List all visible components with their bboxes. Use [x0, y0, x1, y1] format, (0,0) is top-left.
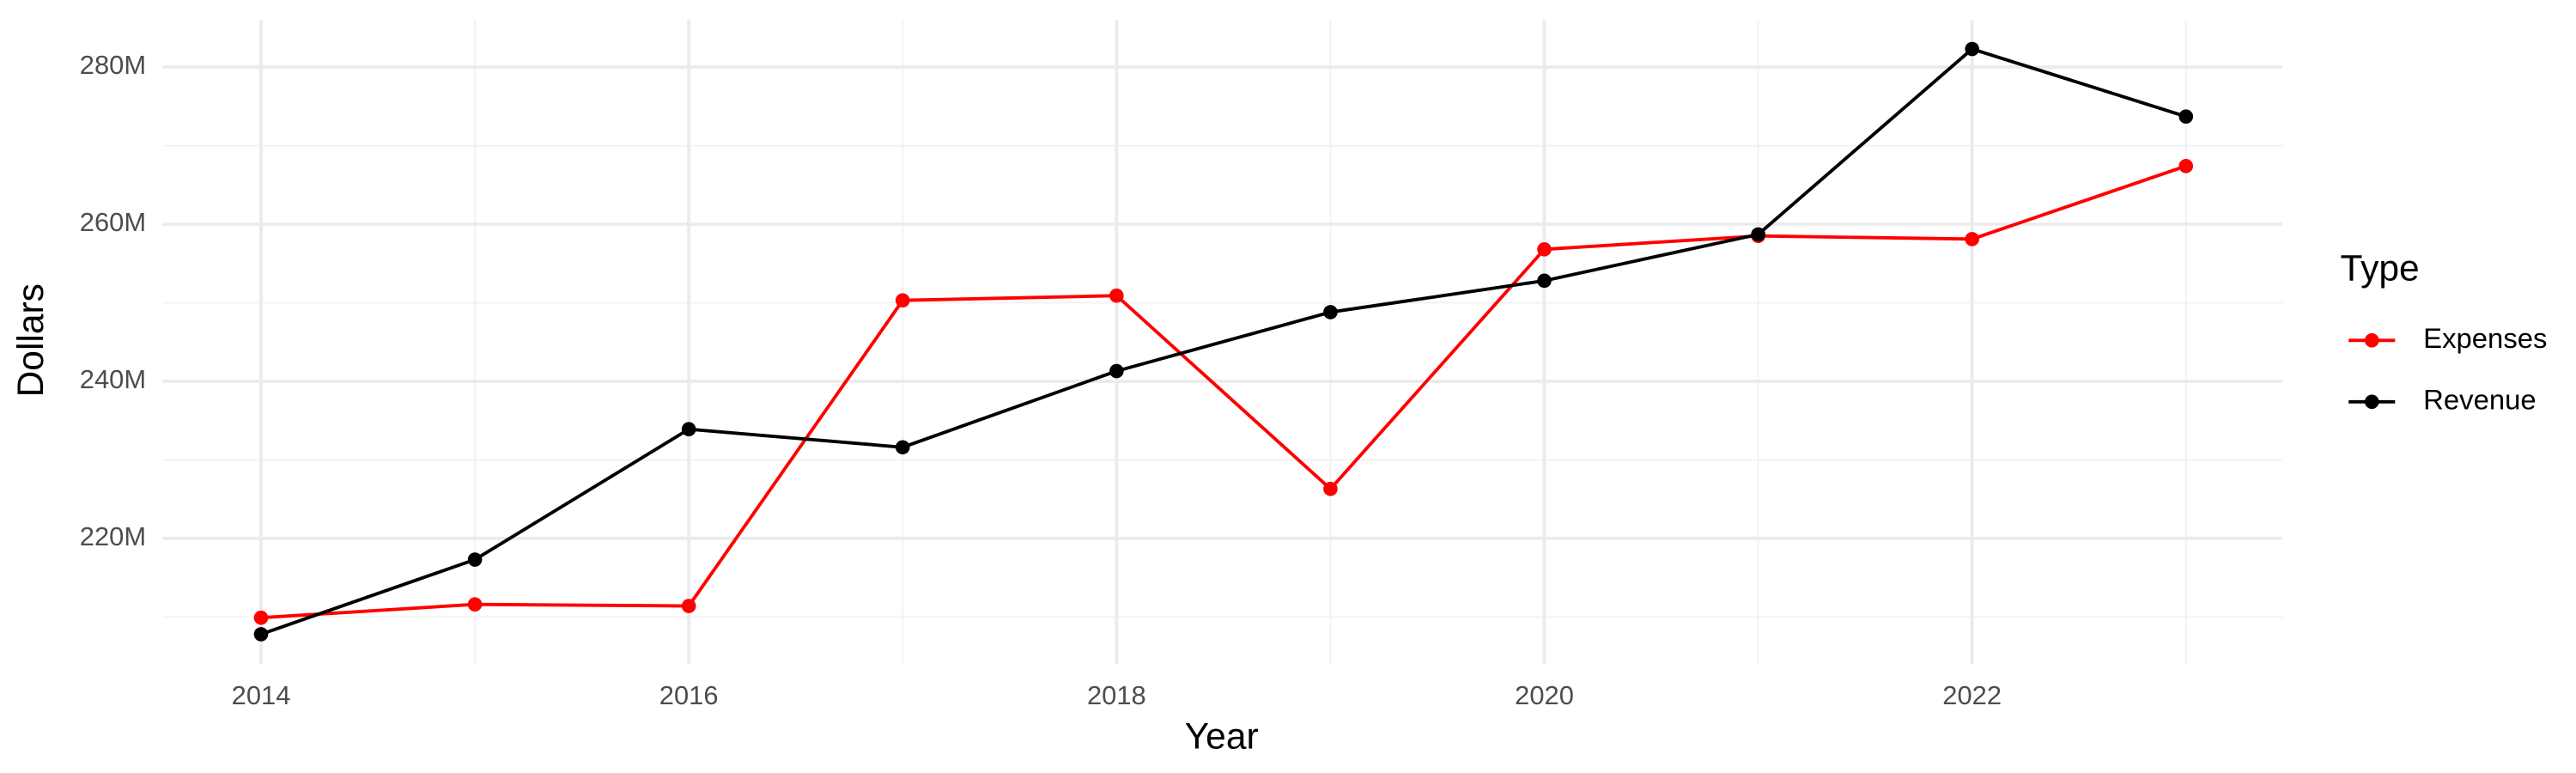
data-point [1537, 273, 1552, 289]
data-point [1965, 232, 1979, 247]
series-line [260, 46, 2187, 636]
legend-marker [2364, 332, 2379, 348]
data-point [1323, 481, 1338, 496]
data-point [895, 293, 910, 308]
y-tick-label: 280M [80, 50, 146, 80]
x-tick-label: 2022 [1942, 680, 2002, 710]
data-point [1751, 227, 1765, 242]
legend-label: Expenses [2423, 322, 2547, 354]
data-point [2178, 109, 2194, 125]
legend-label: Revenue [2423, 383, 2537, 415]
y-tick-label: 240M [80, 364, 146, 394]
x-tick-label: 2018 [1087, 680, 1146, 710]
y-tick-label: 260M [80, 207, 146, 237]
data-point [467, 597, 483, 612]
data-point [681, 422, 696, 437]
data-point [895, 440, 910, 455]
legend-marker [2364, 394, 2379, 410]
data-point [253, 610, 269, 625]
series-line [260, 164, 2187, 620]
x-tick-label: 2016 [659, 680, 719, 710]
data-point [1323, 305, 1338, 320]
x-tick-label: 2020 [1515, 680, 1574, 710]
data-point [681, 599, 696, 613]
data-point [2178, 159, 2194, 173]
data-point [1965, 41, 1979, 57]
y-axis-title: Dollars [11, 283, 52, 397]
legend-title: Type [2341, 248, 2420, 289]
x-tick-label: 2014 [232, 680, 291, 710]
data-point [1537, 241, 1552, 257]
data-point [1109, 288, 1124, 303]
data-point [467, 552, 483, 567]
x-axis-title: Year [1185, 716, 1259, 757]
y-tick-label: 220M [80, 521, 146, 551]
data-point [1109, 363, 1124, 379]
data-point [253, 627, 269, 642]
